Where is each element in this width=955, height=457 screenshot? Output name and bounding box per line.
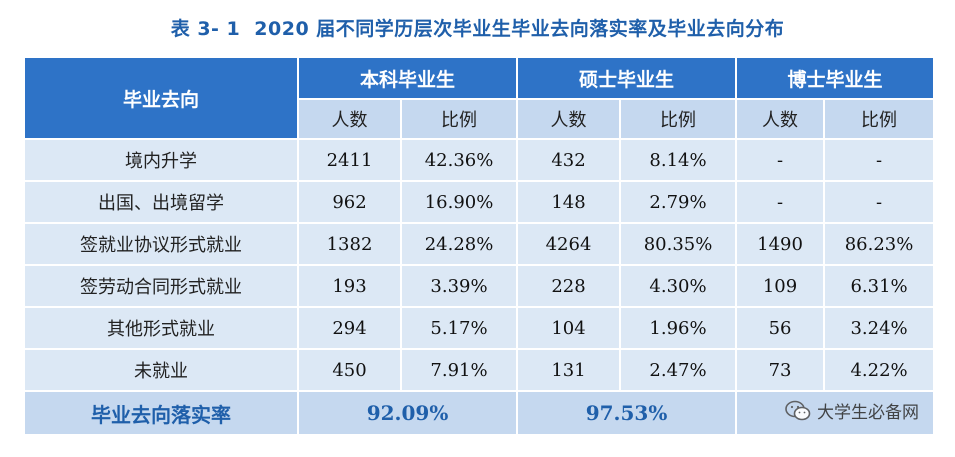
subheader-count: 人数 (299, 100, 400, 138)
cell-value: - (737, 140, 824, 180)
table-row: 出国、出境留学 962 16.90% 148 2.79% - - (25, 182, 934, 222)
cell-value: 193 (299, 266, 400, 306)
cell-value: - (737, 182, 824, 222)
placement-rate-bachelor: 92.09% (299, 392, 517, 434)
cell-value: 294 (299, 308, 400, 348)
row-label: 境内升学 (25, 140, 297, 180)
watermark-text: 大学生必备网 (817, 403, 920, 423)
wechat-icon (785, 400, 811, 420)
row-label: 未就业 (25, 350, 297, 390)
cell-value: 5.17% (402, 308, 517, 348)
table-caption: 2020 届不同学历层次毕业生毕业去向落实率及毕业去向分布 (254, 18, 785, 40)
subheader-ratio: 比例 (402, 100, 517, 138)
footer-row: 毕业去向落实率 92.09% 97.53% 大学生必备网 (25, 392, 934, 434)
subheader-count: 人数 (518, 100, 620, 138)
cell-value: 7.91% (402, 350, 517, 390)
cell-value: 73 (737, 350, 824, 390)
cell-value: 16.90% (402, 182, 517, 222)
watermark: 大学生必备网 (785, 398, 919, 423)
cell-value: 148 (518, 182, 620, 222)
placement-rate-master: 97.53% (518, 392, 736, 434)
placement-rate-doctor: 大学生必备网 (737, 392, 934, 434)
cell-value: 4.30% (621, 266, 736, 306)
cell-value: 962 (299, 182, 400, 222)
table-row: 签就业协议形式就业 1382 24.28% 4264 80.35% 1490 8… (25, 224, 934, 264)
cell-value: 1382 (299, 224, 400, 264)
table-title: 表 3- 1 2020 届不同学历层次毕业生毕业去向落实率及毕业去向分布 (0, 14, 955, 41)
cell-value: 2.79% (621, 182, 736, 222)
subheader-ratio: 比例 (825, 100, 934, 138)
cell-value: - (825, 140, 934, 180)
cell-value: 109 (737, 266, 824, 306)
cell-value: 1.96% (621, 308, 736, 348)
cell-value: 1490 (737, 224, 824, 264)
cell-value: 2.47% (621, 350, 736, 390)
table-row: 其他形式就业 294 5.17% 104 1.96% 56 3.24% (25, 308, 934, 348)
row-label: 签劳动合同形式就业 (25, 266, 297, 306)
header-group-doctor: 博士毕业生 (737, 58, 934, 98)
subheader-ratio: 比例 (621, 100, 736, 138)
header-group-bachelor: 本科毕业生 (299, 58, 517, 98)
cell-value: 432 (518, 140, 620, 180)
cell-value: 3.24% (825, 308, 934, 348)
cell-value: 56 (737, 308, 824, 348)
cell-value: 42.36% (402, 140, 517, 180)
cell-value: 450 (299, 350, 400, 390)
row-label: 其他形式就业 (25, 308, 297, 348)
table-number: 表 3- 1 (170, 18, 241, 40)
cell-value: 104 (518, 308, 620, 348)
employment-table: 毕业去向 本科毕业生 硕士毕业生 博士毕业生 人数 比例 人数 比例 人数 比例… (23, 56, 935, 436)
cell-value: 131 (518, 350, 620, 390)
cell-value: 8.14% (621, 140, 736, 180)
cell-value: 6.31% (825, 266, 934, 306)
cell-value: 4.22% (825, 350, 934, 390)
header-category: 毕业去向 (25, 58, 297, 138)
cell-value: 2411 (299, 140, 400, 180)
placement-rate-label: 毕业去向落实率 (25, 392, 297, 434)
table-row: 签劳动合同形式就业 193 3.39% 228 4.30% 109 6.31% (25, 266, 934, 306)
cell-value: 24.28% (402, 224, 517, 264)
table-row: 未就业 450 7.91% 131 2.47% 73 4.22% (25, 350, 934, 390)
cell-value: 3.39% (402, 266, 517, 306)
table-row: 境内升学 2411 42.36% 432 8.14% - - (25, 140, 934, 180)
row-label: 签就业协议形式就业 (25, 224, 297, 264)
cell-value: - (825, 182, 934, 222)
header-group-master: 硕士毕业生 (518, 58, 736, 98)
cell-value: 4264 (518, 224, 620, 264)
subheader-count: 人数 (737, 100, 824, 138)
cell-value: 86.23% (825, 224, 934, 264)
row-label: 出国、出境留学 (25, 182, 297, 222)
cell-value: 80.35% (621, 224, 736, 264)
cell-value: 228 (518, 266, 620, 306)
